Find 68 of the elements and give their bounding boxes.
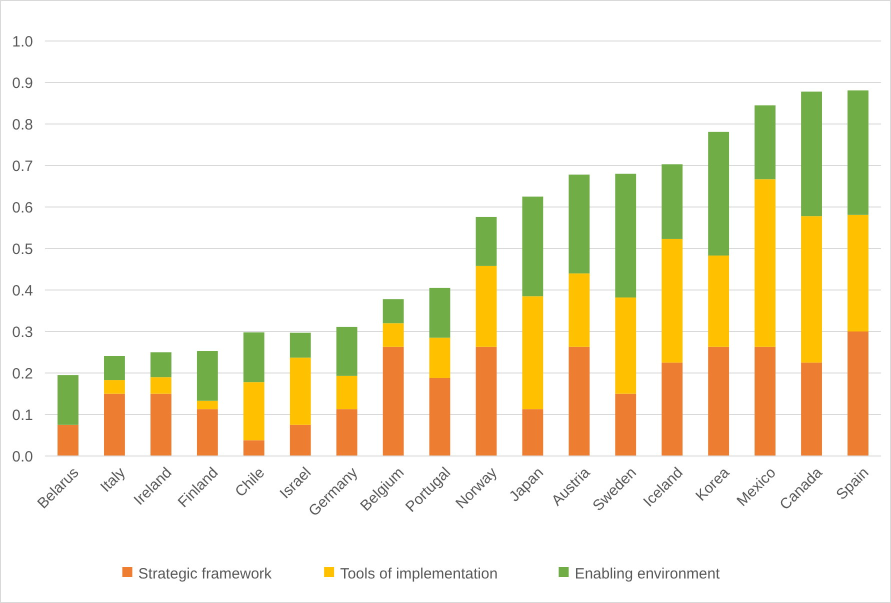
y-tick-label: 0.7 — [12, 158, 33, 175]
bar — [196, 409, 218, 456]
bar — [336, 376, 358, 410]
y-tick-label: 0.6 — [12, 199, 33, 216]
bar — [104, 356, 125, 380]
bar — [58, 424, 78, 456]
y-tick-label: 0.1 — [12, 406, 33, 424]
bar — [58, 375, 78, 425]
bar — [290, 424, 311, 456]
bar — [522, 409, 544, 456]
y-tick-label: 1.0 — [12, 33, 33, 50]
bar — [708, 346, 730, 456]
bar — [708, 256, 730, 347]
bar — [243, 382, 264, 440]
bar — [336, 409, 358, 456]
bar — [522, 296, 544, 410]
bar — [615, 297, 636, 394]
bar — [104, 394, 125, 456]
bar — [104, 380, 125, 394]
y-tick-label: 0.8 — [12, 116, 33, 134]
bar — [568, 174, 590, 274]
y-tick-label: 0.3 — [12, 324, 33, 341]
bar — [522, 196, 544, 296]
bar — [429, 288, 450, 338]
y-tick-label: 0.5 — [12, 240, 33, 258]
bar — [382, 323, 404, 347]
bar — [568, 346, 590, 456]
y-tick-label: 0.0 — [12, 448, 33, 466]
legend-label: Strategic framework — [138, 565, 272, 582]
bar — [801, 362, 822, 456]
bar — [382, 346, 404, 456]
bar — [848, 332, 868, 456]
bar — [382, 299, 404, 324]
legend-label: Enabling environment — [574, 565, 721, 582]
bar — [196, 351, 218, 401]
bar — [476, 216, 497, 266]
bar — [568, 273, 590, 347]
bar — [476, 266, 497, 347]
legend-label: Tools of implementation — [340, 565, 498, 582]
bar — [662, 238, 683, 363]
bar — [290, 332, 311, 358]
bar — [754, 346, 776, 456]
x-tick-label: Italy — [97, 464, 130, 496]
bar — [662, 362, 683, 456]
bar — [196, 400, 218, 410]
bar — [150, 352, 172, 378]
bar — [243, 332, 264, 382]
y-tick-label: 0.2 — [12, 365, 33, 382]
bar — [150, 394, 172, 456]
bar — [429, 378, 450, 456]
bar — [662, 164, 683, 239]
bar — [290, 358, 311, 425]
bar — [754, 105, 776, 180]
bar — [336, 326, 358, 376]
bar — [429, 338, 450, 378]
y-tick-label: 0.4 — [12, 282, 33, 300]
bar — [848, 214, 868, 332]
bar — [615, 174, 636, 298]
bar — [243, 440, 264, 456]
bar — [150, 377, 172, 394]
bar — [615, 394, 636, 456]
bar — [708, 132, 730, 256]
y-tick-label: 0.9 — [12, 74, 33, 92]
bar — [801, 216, 822, 363]
bar — [801, 92, 822, 216]
bar — [754, 179, 776, 347]
bar — [476, 346, 497, 456]
bar — [848, 90, 868, 215]
